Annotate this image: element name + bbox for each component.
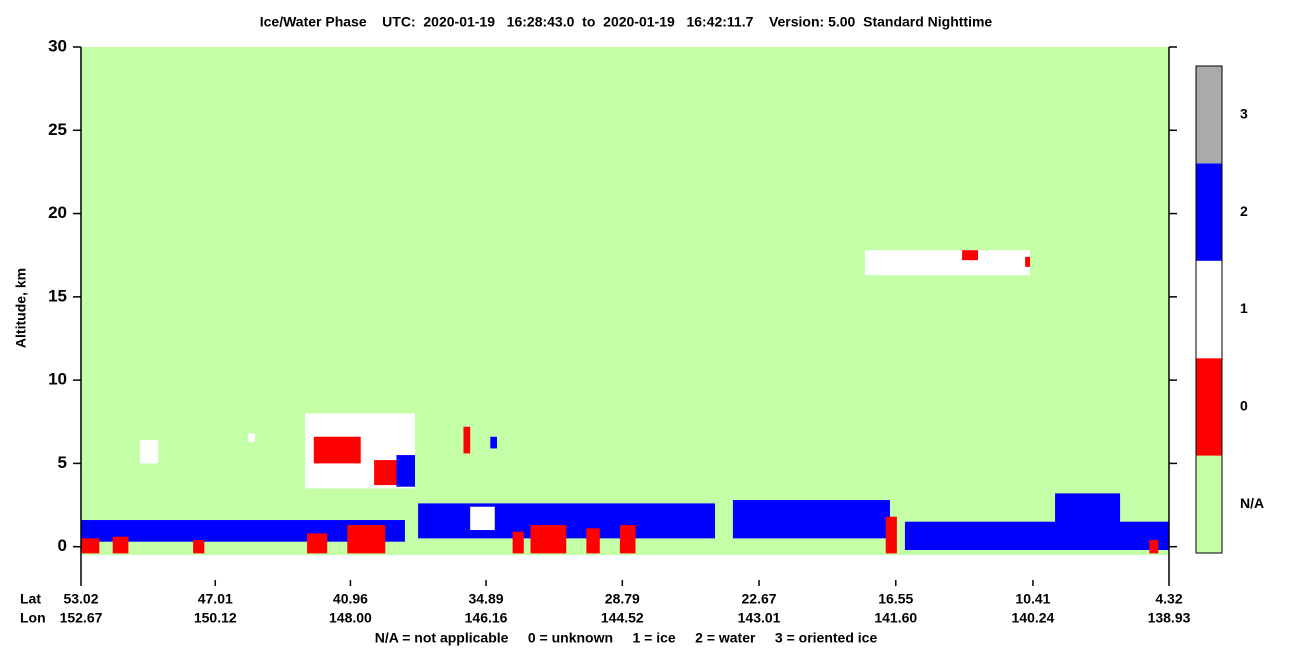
- feature: [470, 506, 495, 531]
- footer-legend: N/A = not applicable 0 = unknown 1 = ice…: [375, 630, 878, 646]
- feature: [586, 528, 600, 554]
- lon-tick-label: 140.24: [1012, 610, 1055, 626]
- feature: [490, 436, 497, 449]
- feature: [193, 540, 205, 554]
- colorbar-label: 2: [1240, 203, 1248, 219]
- feature: [619, 525, 636, 554]
- lon-tick-label: 150.12: [194, 610, 237, 626]
- feature: [1055, 493, 1121, 547]
- feature: [530, 525, 567, 554]
- colorbar-frame: [1195, 65, 1223, 554]
- lat-tick-label: 4.32: [1155, 591, 1182, 607]
- feature: [463, 426, 471, 454]
- colorbar-label: 3: [1240, 105, 1248, 121]
- lon-tick-label: 144.52: [601, 610, 644, 626]
- na-background: [81, 47, 1169, 555]
- y-tick-label: 10: [48, 370, 67, 389]
- lat-tick-label: 10.41: [1015, 591, 1050, 607]
- x-row-label: Lat: [20, 591, 41, 607]
- feature: [247, 433, 256, 442]
- lat-tick-label: 53.02: [63, 591, 98, 607]
- feature: [904, 521, 1169, 551]
- feature: [139, 440, 159, 464]
- y-tick-label: 15: [48, 286, 67, 305]
- feature: [1025, 256, 1031, 267]
- feature: [396, 455, 415, 487]
- feature: [347, 525, 386, 554]
- lon-tick-label: 141.60: [874, 610, 917, 626]
- y-tick-label: 25: [48, 120, 67, 139]
- lat-tick-label: 47.01: [198, 591, 233, 607]
- feature: [112, 536, 129, 554]
- feature: [864, 250, 1031, 276]
- feature: [512, 531, 524, 554]
- colorbar-swatch: [1196, 358, 1222, 456]
- feature: [81, 538, 100, 554]
- feature: [885, 516, 897, 554]
- y-tick-label: 0: [58, 536, 67, 555]
- x-row-label: Lon: [20, 610, 46, 626]
- colorbar-label: 0: [1240, 398, 1248, 414]
- lon-tick-label: 146.16: [465, 610, 508, 626]
- lon-tick-label: 152.67: [60, 610, 103, 626]
- y-axis-label: Altitude, km: [13, 268, 29, 348]
- feature: [313, 436, 361, 464]
- colorbar-swatch: [1196, 260, 1222, 359]
- feature: [307, 533, 328, 554]
- y-tick-label: 5: [58, 453, 67, 472]
- colorbar-swatch: [1196, 455, 1222, 553]
- lat-tick-label: 28.79: [605, 591, 640, 607]
- chart-title: Ice/Water Phase UTC: 2020-01-19 16:28:43…: [260, 14, 993, 30]
- colorbar-label: 1: [1240, 300, 1248, 316]
- lon-tick-label: 138.93: [1148, 610, 1191, 626]
- feature: [962, 250, 978, 261]
- lat-tick-label: 16.55: [878, 591, 913, 607]
- colorbar-label: N/A: [1240, 495, 1264, 511]
- feature: [418, 503, 716, 539]
- feature: [732, 500, 890, 539]
- lat-tick-label: 34.89: [469, 591, 504, 607]
- colorbar-swatch: [1196, 66, 1222, 164]
- lon-tick-label: 143.01: [738, 610, 781, 626]
- lat-tick-label: 40.96: [333, 591, 368, 607]
- lon-tick-label: 148.00: [329, 610, 372, 626]
- colorbar-swatch: [1196, 163, 1222, 261]
- lat-tick-label: 22.67: [742, 591, 777, 607]
- feature: [1149, 540, 1159, 554]
- y-tick-label: 30: [48, 36, 67, 55]
- y-tick-label: 20: [48, 203, 67, 222]
